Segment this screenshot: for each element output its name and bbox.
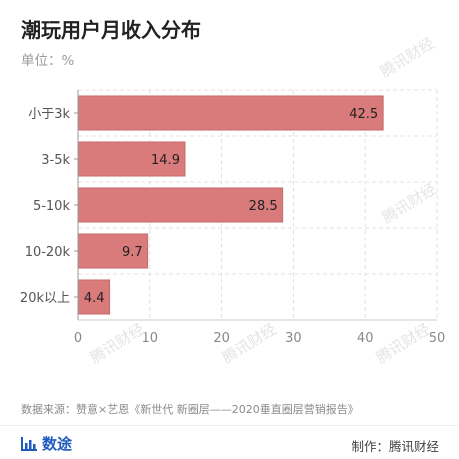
bar [77,233,149,269]
x-tick-label: 30 [285,331,302,346]
brand-name: 数途 [42,435,73,453]
category-label: 5-10k [33,199,71,214]
x-tick-label: 50 [429,331,446,346]
category-label: 小于3k [28,107,70,122]
footer-divider [0,425,459,426]
bar-chart-icon [21,436,37,451]
chart-title: 潮玩用户月收入分布 [21,18,201,42]
bar-chart: 42.5 小于3k 14.9 3-5k 28.5 5-10k 9.7 10-20k 4.4 20k… [20,89,446,346]
credit-label: 制作：腾讯财经 [351,439,439,454]
x-tick-label: 0 [74,331,82,346]
bar-value-label: 14.9 [151,153,180,168]
category-label: 20k以上 [20,291,70,306]
x-tick-label: 10 [142,331,159,346]
bar-value-label: 28.5 [249,199,278,214]
bar [77,95,384,131]
category-label: 3-5k [41,153,70,168]
data-source-note: 数据来源：赞意×艺恩《新世代 新圈层——2020垂直圈层营销报告》 [21,403,359,416]
bar-value-label: 4.4 [84,291,105,306]
x-tick-label: 20 [213,331,230,346]
unit-label: 单位：% [21,53,75,69]
bar-value-label: 9.7 [122,245,143,260]
brand-logo: 数途 [21,433,72,454]
category-label: 10-20k [25,245,71,260]
bar [77,187,284,223]
bar-value-label: 42.5 [349,107,378,122]
x-tick-label: 40 [357,331,374,346]
bar [77,279,111,315]
